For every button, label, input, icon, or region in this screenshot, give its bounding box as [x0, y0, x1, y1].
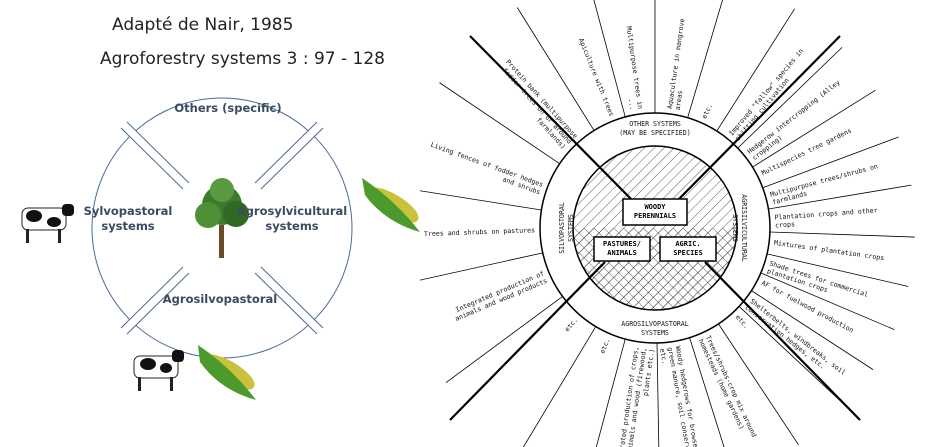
ring-label: AGRISILVICULTURAL	[740, 194, 748, 262]
box-label-group: AGRIC.SPECIES	[673, 240, 703, 257]
practice-label: Trees/shrubs-crop mix around	[704, 334, 758, 438]
separator-line	[445, 296, 563, 383]
practice-label-group: etc.	[734, 313, 751, 330]
separator-line	[737, 47, 843, 149]
separator-line	[762, 136, 899, 189]
practice-label: fodder trees on or around	[501, 66, 573, 145]
separator-line	[738, 306, 846, 406]
sector-label: Sylvopastoral	[84, 204, 173, 218]
separator-line	[593, 0, 626, 118]
ring-label: SILVOPASTORAL	[558, 202, 566, 254]
ring-label: (MAY BE SPECIFIED)	[619, 129, 690, 137]
practice-label: Living fences of fodder hedges	[430, 141, 545, 189]
practice-label-group: Mixtures of plantation crops	[774, 239, 885, 262]
citation: Adapté de Nair, 1985	[112, 15, 293, 35]
ring-label-group: SILVOPASTORAL SYSTEMS	[558, 202, 575, 254]
practice-label: areas	[674, 90, 685, 111]
practice-label: etc.	[658, 348, 669, 365]
separator-line	[420, 252, 543, 281]
practice-label: etc.	[563, 316, 579, 333]
practice-label-group: Apiculture with trees	[577, 37, 616, 117]
practice-label: Plantation crops and other	[774, 206, 878, 221]
ring-label-group: OTHER SYSTEMS(MAY BE SPECIFIED)	[619, 120, 690, 137]
sector-label: systems	[101, 219, 154, 233]
box-label: WOODY	[644, 203, 666, 211]
ring-label: SYSTEMS	[641, 329, 669, 337]
box-label: SPECIES	[673, 249, 703, 257]
practice-label: etc.	[598, 337, 611, 355]
practice-label-group: etc.	[563, 316, 579, 333]
separator-line	[718, 323, 799, 446]
practice-label: ...	[627, 98, 637, 111]
box-label: PASTURES/	[603, 240, 641, 248]
sector-label: systems	[265, 219, 318, 233]
separator-line	[768, 184, 912, 210]
corn-icon	[198, 345, 256, 400]
box-label: AGRIC.	[675, 240, 700, 248]
separator-line	[656, 342, 660, 447]
separator-line	[751, 290, 874, 370]
corn-icon	[362, 178, 420, 232]
practice-label: Integrated production of	[454, 269, 545, 314]
separator-line	[439, 82, 560, 165]
practice-label: Trees and shrubs on pastures	[424, 226, 535, 238]
practice-label-group: Trees and shrubs on pastures	[424, 226, 535, 238]
separator-line	[687, 0, 723, 118]
practice-label-group: etc.	[700, 102, 714, 120]
separator-line	[522, 326, 597, 447]
separator-line	[752, 89, 876, 168]
practice-label-group: Shelterbelts, windbreaks, soilconservati…	[743, 297, 847, 377]
ring-label: OTHER SYSTEMS	[629, 120, 681, 128]
practice-label: crops	[775, 220, 795, 229]
separator-line	[595, 338, 626, 447]
box-label: PERENNIALS	[634, 212, 676, 220]
ring-label: AGROSILVOPASTORAL	[621, 320, 689, 328]
sector-label-group: Others (specific)	[174, 101, 281, 115]
practice-label: etc.	[700, 102, 714, 120]
citation: Agroforestry systems 3 : 97 - 128	[100, 49, 385, 69]
separator-line	[516, 7, 595, 131]
ring-label: SYSTEMS	[731, 214, 739, 242]
sector-label: Agrosylvicultural	[237, 204, 347, 218]
separator-line	[716, 8, 796, 132]
practice-label: Apiculture with trees	[577, 37, 616, 117]
separator-line	[689, 337, 725, 447]
practice-label-group: Integrated production of crops,animals a…	[615, 346, 656, 447]
practice-label: etc.	[734, 313, 751, 330]
cow-icon	[21, 204, 74, 243]
tree-icon	[195, 178, 249, 258]
sector-label-group: Agrosilvopastoral	[163, 292, 277, 306]
practice-label-group: etc.	[598, 337, 611, 355]
separator-line	[760, 272, 895, 330]
sector-label: Agrosilvopastoral	[163, 292, 277, 306]
practice-label-group: Multipurpose trees in...	[625, 26, 645, 111]
cow-icon	[133, 350, 184, 391]
box-label-group: PASTURES/ANIMALS	[603, 240, 641, 257]
box-label: ANIMALS	[607, 249, 637, 257]
separator-line	[420, 190, 542, 211]
separator-line	[769, 231, 915, 238]
practice-label: Shelterbelts, windbreaks, soil	[748, 297, 847, 377]
practice-label: Mixtures of plantation crops	[774, 239, 885, 262]
separator-line	[766, 253, 909, 287]
practice-label: Improved "fallow" species in	[728, 47, 806, 137]
sector-label: Others (specific)	[174, 101, 281, 115]
practice-label: shifting cultivation	[734, 77, 791, 143]
ring-label: SYSTEMS	[567, 214, 575, 242]
